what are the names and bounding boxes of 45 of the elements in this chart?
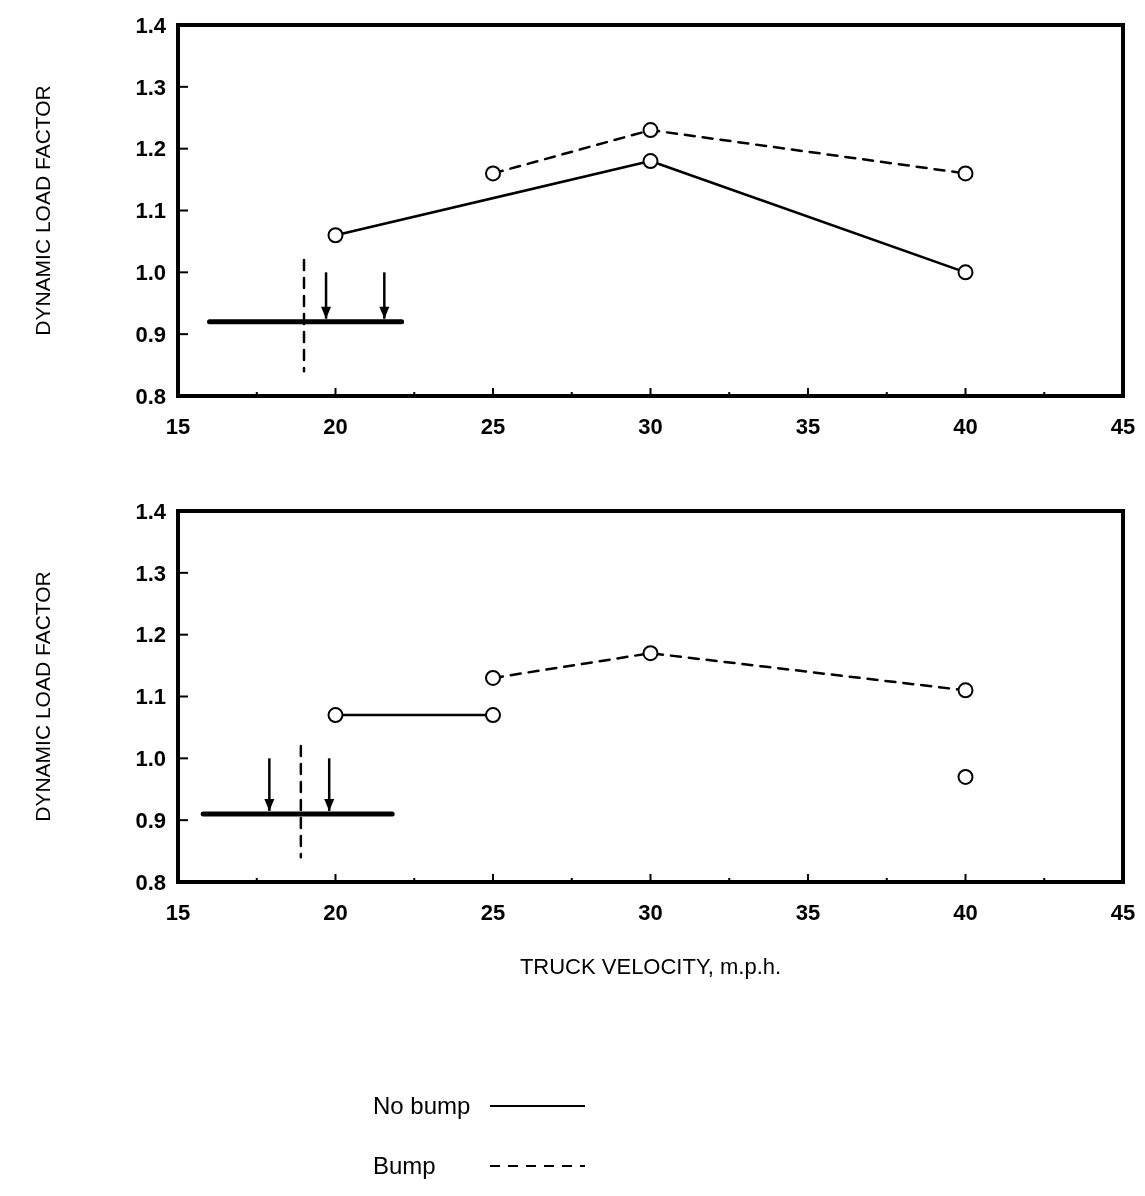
point [485, 669, 501, 686]
y-tick-label: 0.9 [135, 807, 166, 833]
y-tick-label: 1.3 [135, 560, 166, 586]
point [327, 227, 344, 244]
point [485, 707, 501, 724]
legend-label: No bump [373, 1092, 471, 1120]
x-tick-label: 35 [795, 414, 821, 439]
y-tick-label: 1.3 [135, 74, 166, 100]
x-tick-label: 20 [323, 414, 348, 439]
x-tick-label: 45 [1110, 414, 1136, 439]
y-tick-label: 1.1 [135, 684, 166, 710]
y-axis-title: DYNAMIC LOAD FACTOR [31, 571, 54, 822]
point [957, 165, 974, 182]
point [957, 768, 974, 785]
y-tick-label: 1.2 [135, 622, 166, 648]
y-tick-label: 0.9 [135, 321, 166, 347]
x-tick-label: 25 [480, 414, 506, 439]
x-tick-label: 30 [638, 900, 663, 925]
legend-label: Bump [373, 1152, 436, 1180]
point [327, 707, 344, 724]
x-tick-label: 15 [165, 414, 191, 439]
y-tick-label: 1.0 [135, 746, 166, 772]
point [485, 165, 501, 182]
point [642, 122, 659, 139]
x-tick-label: 25 [480, 900, 506, 925]
point [957, 682, 974, 699]
y-tick-label: 1.4 [135, 12, 167, 38]
point [957, 264, 974, 281]
x-tick-label: 45 [1110, 900, 1136, 925]
x-axis-title: TRUCK VELOCITY, m.p.h. [519, 954, 782, 979]
x-tick-label: 40 [953, 414, 978, 439]
x-tick-label: 35 [795, 900, 821, 925]
point [642, 645, 659, 662]
y-tick-label: 0.8 [135, 869, 166, 895]
y-axis-title: DYNAMIC LOAD FACTOR [31, 85, 54, 336]
y-tick-label: 1.1 [135, 198, 166, 224]
x-tick-label: 40 [953, 900, 978, 925]
y-tick-label: 0.8 [135, 383, 166, 409]
x-tick-label: 30 [638, 414, 663, 439]
x-tick-label: 20 [323, 900, 348, 925]
y-tick-label: 1.2 [135, 136, 166, 162]
point [642, 153, 659, 170]
x-tick-label: 15 [165, 900, 191, 925]
y-tick-label: 1.0 [135, 260, 166, 286]
y-tick-label: 1.4 [135, 498, 167, 524]
